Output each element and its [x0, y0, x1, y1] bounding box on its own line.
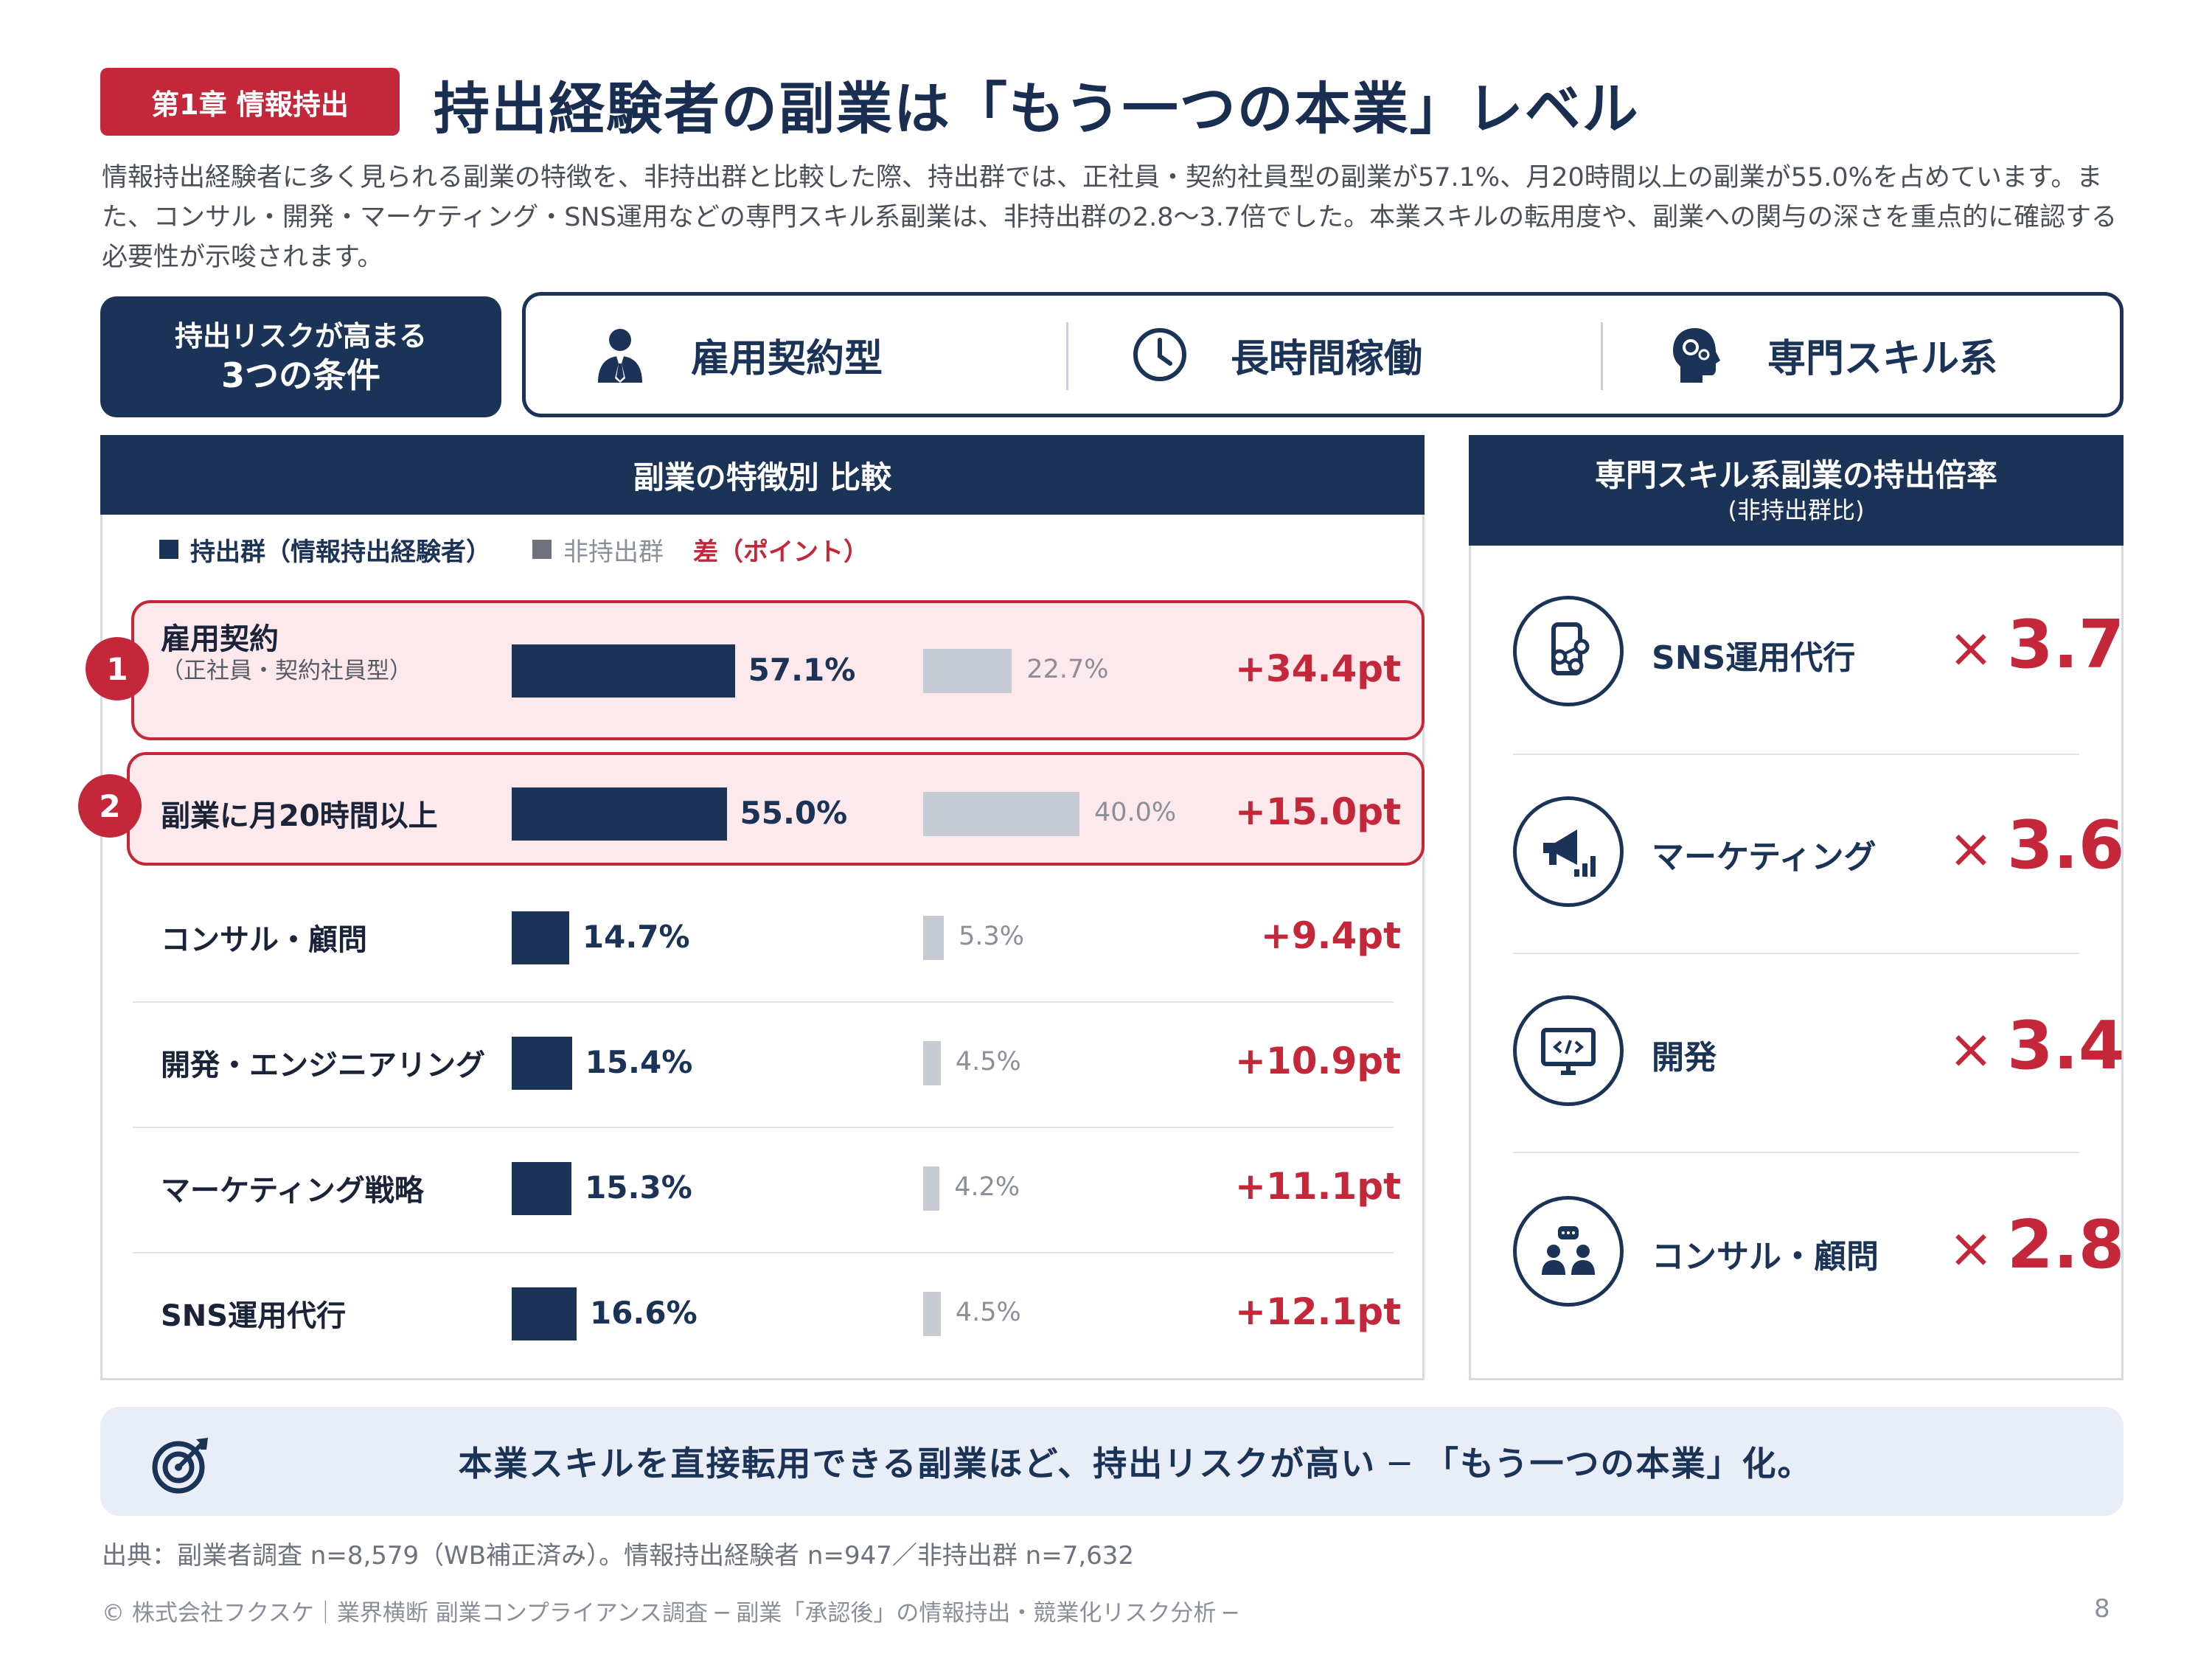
diff-value: +12.1pt — [1235, 1290, 1401, 1333]
bar-series1 — [512, 644, 735, 698]
bar-series1 — [512, 1162, 572, 1215]
row-badge-1: 1 — [86, 637, 149, 700]
condition-employment-label: 雇用契約型 — [691, 336, 883, 381]
diff-value: +10.9pt — [1235, 1040, 1401, 1082]
bar-value-series1: 15.3% — [585, 1169, 692, 1206]
bar-value-series2: 40.0% — [1094, 798, 1177, 827]
bar-value-series1: 16.6% — [589, 1295, 698, 1331]
multiplier-header: 専門スキル系副業の持出倍率 (非持出群比) — [1469, 435, 2124, 546]
multiplier-subtitle: (非持出群比) — [1728, 496, 1865, 524]
legend: 持出群（情報持出経験者） 非持出群 差（ポイント） — [159, 531, 869, 568]
bar-value-series2: 22.7% — [1026, 655, 1109, 684]
smartphone-share-icon — [1513, 596, 1624, 706]
legend-swatch-series2 — [532, 540, 552, 559]
row-label: 開発・エンジニアリング — [161, 1048, 485, 1082]
businessman-icon — [591, 325, 650, 384]
bar-value-series1: 55.0% — [740, 795, 848, 831]
bar-series2 — [923, 792, 1079, 836]
megaphone-chart-icon — [1513, 796, 1624, 907]
conclusion-box — [100, 1407, 2124, 1516]
conditions-label-line1: 持出リスクが高まる — [174, 320, 427, 352]
lead-paragraph: 情報持出経験者に多く見られる副業の特徴を、非持出群と比較した際、持出群では、正社… — [102, 163, 2118, 272]
condition-expert-skill: 専門スキル系 — [1667, 296, 1997, 414]
multiply-symbol: × — [1948, 616, 1994, 680]
multiplier-label: コンサル・顧問 — [1652, 1238, 1879, 1276]
multiplier-separator — [1513, 754, 2079, 755]
multiplier-value: 3.7 — [2007, 606, 2125, 684]
legend-diff: 差（ポイント） — [693, 537, 869, 567]
row-label: コンサル・顧問 — [161, 923, 367, 957]
comparison-title: 副業の特徴別 比較 — [100, 435, 1425, 515]
row-separator — [133, 1001, 1394, 1003]
multiply-symbol: × — [1948, 1217, 1994, 1280]
row-sublabel: （正社員・契約社員型） — [161, 658, 412, 684]
target-icon — [150, 1433, 212, 1498]
divider — [1601, 322, 1603, 390]
clock-icon — [1130, 325, 1189, 384]
multiplier-label: 開発 — [1652, 1039, 1717, 1077]
diff-value: +34.4pt — [1235, 647, 1401, 690]
bar-series1 — [512, 787, 727, 841]
conclusion-text: 本業スキルを直接転用できる副業ほど、持出リスクが高い ─ 「もう一つの本業」化。 — [458, 1444, 1813, 1484]
legend-series2: 非持出群 — [563, 537, 664, 567]
row-label: SNS運用代行 — [161, 1299, 347, 1333]
row-label: マーケティング戦略 — [161, 1174, 424, 1208]
multiplier-label: SNS運用代行 — [1652, 639, 1856, 677]
comparison-panel — [100, 435, 1425, 1380]
row-label: 雇用契約 — [161, 622, 279, 656]
legend-swatch-series1 — [159, 540, 178, 559]
bar-series2 — [923, 916, 945, 960]
bar-series2 — [923, 1041, 941, 1085]
condition-long-hours-label: 長時間稼働 — [1231, 336, 1423, 381]
bar-series2 — [923, 1166, 940, 1211]
page-title: 持出経験者の副業は「もう一つの本業」レベル — [434, 76, 1640, 142]
bar-series1 — [512, 1037, 572, 1090]
bar-value-series2: 5.3% — [959, 922, 1024, 951]
legend-series1: 持出群（情報持出経験者） — [190, 537, 491, 567]
multiply-symbol: × — [1948, 817, 1994, 880]
condition-employment: 雇用契約型 — [591, 296, 883, 414]
row-separator — [133, 1127, 1394, 1128]
diff-value: +15.0pt — [1235, 790, 1401, 833]
conditions-label: 持出リスクが高まる 3つの条件 — [100, 296, 501, 417]
monitor-code-icon — [1513, 995, 1624, 1106]
bar-series1 — [512, 911, 569, 964]
bar-series2 — [923, 649, 1012, 693]
multiplier-value: 3.6 — [2007, 807, 2125, 884]
row-separator — [133, 1252, 1394, 1253]
conditions-box: 雇用契約型 長時間稼働 専門スキル系 — [522, 292, 2124, 417]
multiply-symbol: × — [1948, 1018, 1994, 1081]
multiplier-separator — [1513, 953, 2079, 954]
bar-value-series2: 4.5% — [955, 1298, 1021, 1327]
condition-long-hours: 長時間稼働 — [1130, 296, 1422, 414]
multiplier-label: マーケティング — [1652, 838, 1877, 876]
chapter-badge: 第1章 情報持出 — [100, 68, 400, 136]
people-chat-icon — [1513, 1196, 1624, 1307]
highlight-row-1 — [131, 600, 1425, 740]
page-number: 8 — [2094, 1594, 2110, 1624]
multiplier-value: 3.4 — [2007, 1007, 2125, 1085]
multiplier-title: 専門スキル系副業の持出倍率 — [1594, 457, 1997, 493]
diff-value: +11.1pt — [1235, 1165, 1401, 1208]
bar-value-series1: 57.1% — [748, 652, 856, 688]
source-note: 出典：副業者調査 n=8,579（WB補正済み）。情報持出経験者 n=947／非… — [102, 1541, 1135, 1571]
bar-value-series2: 4.5% — [955, 1047, 1021, 1077]
footer-copyright: © 株式会社フクスケ｜業界横断 副業コンプライアンス調査 ─ 副業「承認後」の情… — [102, 1600, 1237, 1627]
condition-expert-skill-label: 専門スキル系 — [1767, 336, 1998, 381]
multiplier-value: 2.8 — [2007, 1206, 2125, 1284]
bar-series2 — [923, 1292, 941, 1336]
row-badge-2: 2 — [78, 774, 142, 838]
bar-value-series1: 14.7% — [582, 919, 690, 955]
bar-series1 — [512, 1287, 577, 1340]
conditions-label-line2: 3つの条件 — [220, 355, 380, 395]
divider — [1066, 322, 1068, 390]
multiplier-separator — [1513, 1152, 2079, 1153]
head-gears-icon — [1667, 325, 1726, 384]
diff-value: +9.4pt — [1260, 914, 1401, 957]
row-label: 副業に月20時間以上 — [161, 799, 438, 833]
bar-value-series1: 15.4% — [585, 1044, 693, 1080]
bar-value-series2: 4.2% — [954, 1172, 1020, 1202]
